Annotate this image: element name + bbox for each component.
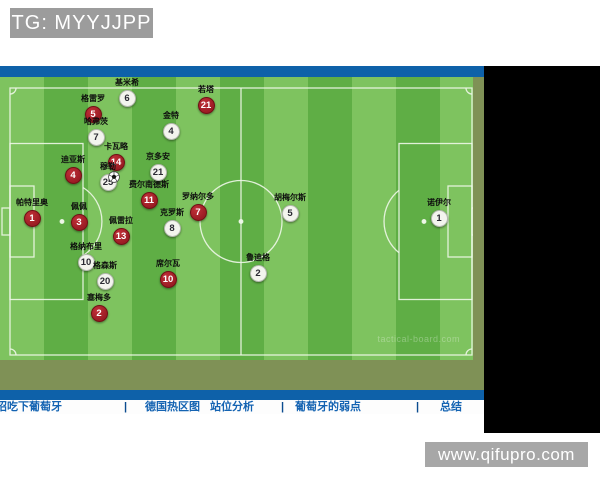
video-frame-top-strip <box>0 66 484 77</box>
tab-5[interactable]: 总结 <box>440 401 462 413</box>
tactics-pitch: tactical-board.com <box>0 77 484 390</box>
tg-badge: TG: MYYJJPP <box>10 8 153 38</box>
tab-separator: | <box>416 401 420 413</box>
tab-1[interactable]: 招吃下葡萄牙 <box>0 401 62 413</box>
site-watermark: www.qifupro.com <box>425 442 588 467</box>
tab-4[interactable]: 葡萄牙的弱点 <box>295 401 361 413</box>
tab-3[interactable]: 站位分析 <box>210 401 254 413</box>
tab-2[interactable]: 德国热区图 <box>145 401 200 413</box>
tab-separator: | <box>124 401 128 413</box>
pitch-border-right <box>473 77 484 390</box>
pitch-watermark: tactical-board.com <box>377 334 460 344</box>
bottom-tab-bar: 招吃下葡萄牙 德国热区图 站位分析 葡萄牙的弱点 总结 | | | <box>0 400 484 414</box>
pitch-border-bottom <box>0 360 484 390</box>
letterbox-black-column <box>484 66 600 433</box>
pitch-lines <box>1 87 481 356</box>
tab-separator: | <box>281 401 285 413</box>
video-frame-bottom-strip <box>0 390 484 401</box>
